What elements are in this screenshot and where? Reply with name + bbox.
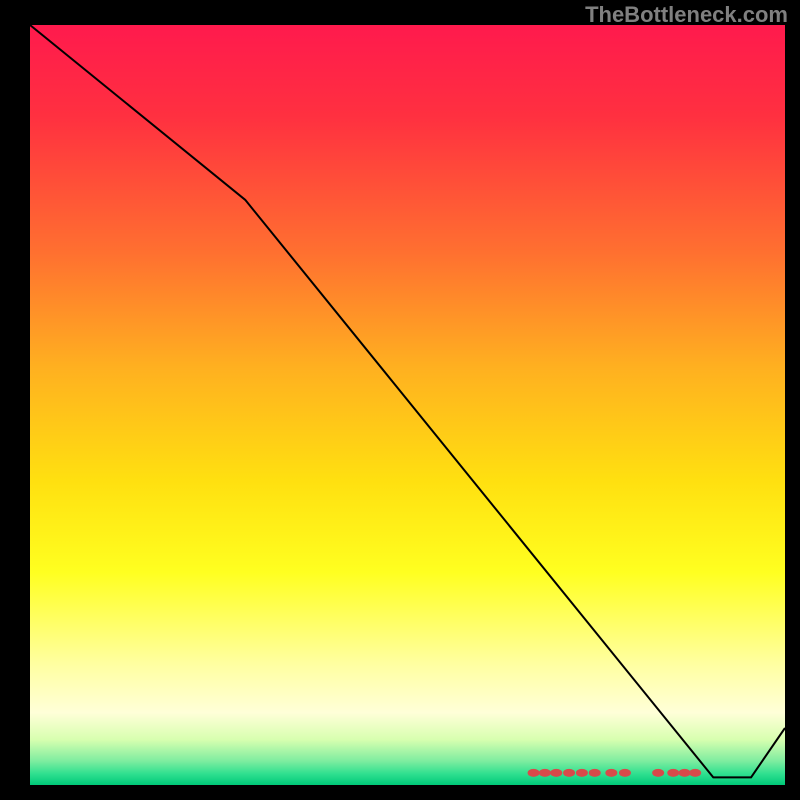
data-marker (689, 769, 701, 777)
gradient-background (30, 25, 785, 785)
data-marker (563, 769, 575, 777)
marker-group (528, 769, 702, 777)
watermark-text: TheBottleneck.com (585, 2, 788, 28)
data-marker (550, 769, 562, 777)
bottleneck-chart (30, 25, 785, 785)
data-marker (589, 769, 601, 777)
data-marker (528, 769, 540, 777)
data-marker (539, 769, 551, 777)
data-marker (576, 769, 588, 777)
data-marker (652, 769, 664, 777)
data-marker (605, 769, 617, 777)
data-marker (679, 769, 691, 777)
data-marker (667, 769, 679, 777)
data-marker (619, 769, 631, 777)
